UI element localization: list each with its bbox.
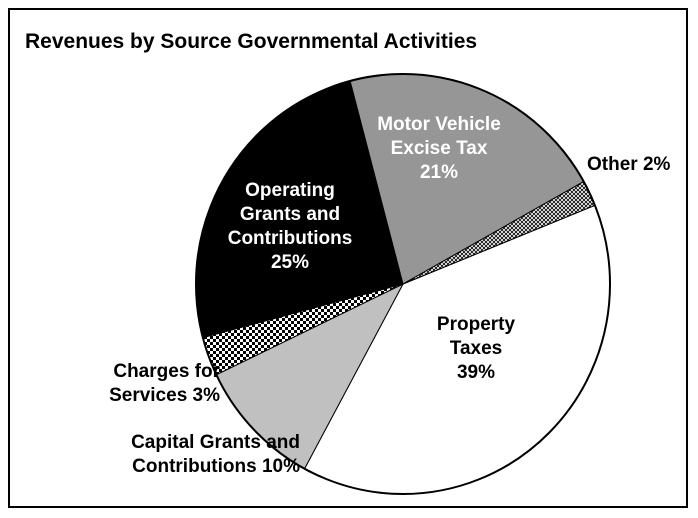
slice-label-charges-for-services: Charges for Services 3% (109, 361, 221, 406)
chart-title: Revenues by Source Governmental Activiti… (25, 30, 478, 53)
slice-label-line: Charges for (113, 361, 220, 382)
slice-label-line: 39% (457, 362, 495, 383)
slice-label-line: Motor Vehicle (377, 114, 501, 135)
slice-label-property-taxes: Property Taxes 39% (437, 314, 516, 383)
slice-label-line: Operating (245, 180, 335, 201)
slice-label-operating-grants-and-contributions: Operating Grants and Contributions 25% (228, 180, 353, 273)
slice-label-line: Grants and (240, 204, 340, 225)
slice-label-capital-grants-and-contributions: Capital Grants and Contributions 10% (131, 432, 300, 477)
slice-label-line: 21% (420, 162, 458, 183)
slice-label-line: Services 3% (109, 385, 220, 406)
slice-label-other: Other 2% (587, 154, 671, 175)
slice-label-line: Contributions 10% (132, 456, 300, 477)
slice-label-line: Capital Grants and (131, 432, 300, 453)
slice-label-line: Property (437, 314, 516, 335)
slice-label-line: Other 2% (587, 154, 671, 175)
slice-label-line: Taxes (450, 338, 502, 359)
slice-label-line: Contributions (228, 228, 353, 249)
slice-label-line: 25% (271, 252, 309, 273)
slice-label-motor-vehicle-excise-tax: Motor Vehicle Excise Tax 21% (377, 114, 501, 183)
slice-label-line: Excise Tax (391, 138, 488, 159)
pie-outline (195, 73, 611, 495)
